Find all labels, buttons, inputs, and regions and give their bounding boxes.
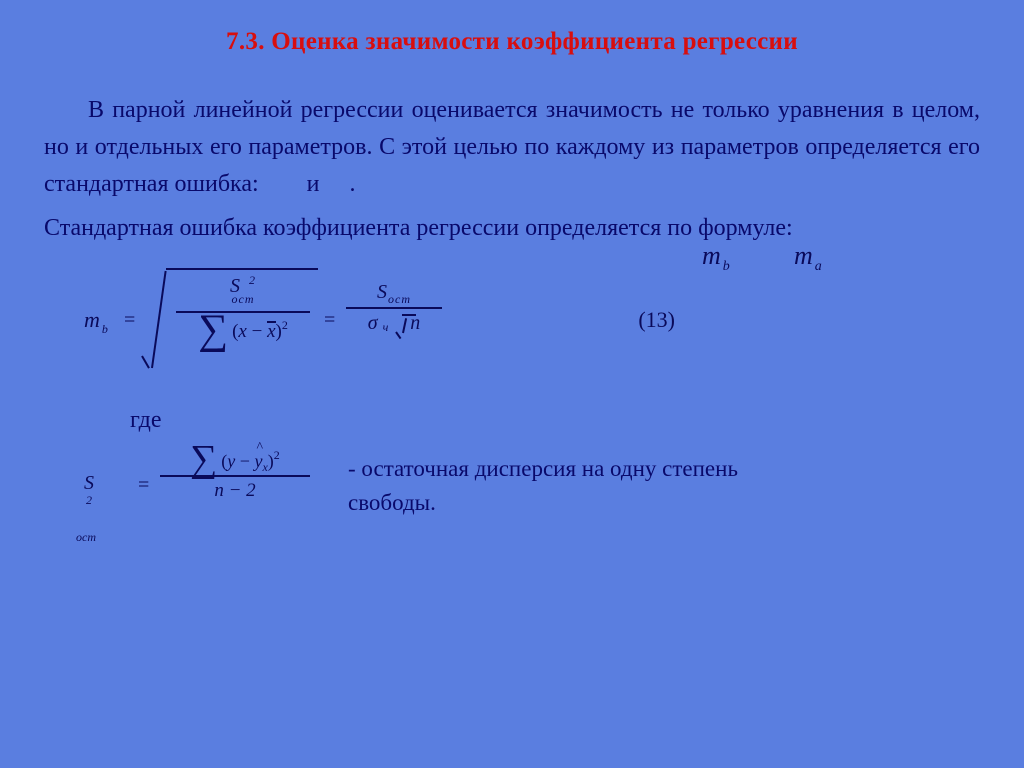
rhs-numerator: Sост [346,281,442,304]
text: 2 [86,493,92,507]
text: ост [388,292,411,306]
s2-numerator: ∑ (y − yx)2 [160,446,310,473]
fraction-bar [160,475,310,477]
slide: 7.3. Оценка значимости коэффициента регр… [0,0,1024,768]
text: S [84,472,94,494]
fraction-bar [346,307,442,309]
den-expr: (x − x)2 [232,321,288,343]
sqrt-n: n [396,312,420,335]
sigma-icon: ∑ [190,446,217,473]
text: 2 [282,318,288,332]
text: S [377,281,388,303]
rhs-denominator: σ ч n [346,312,442,335]
equals-1: = [124,309,135,332]
formula-13-lhs: mb [84,307,108,333]
text: ост [232,292,255,306]
radicand-fraction: S 2 ост ∑ (x − x)2 [176,275,310,345]
where-label: где [130,407,980,434]
s2-denominator: n − 2 [160,480,310,502]
desc-line2: свободы. [348,490,436,515]
num-expr: (y − yx)2 [221,451,279,472]
residual-variance-desc: - остаточная дисперсия на одну степень с… [348,452,738,521]
text: x [262,460,267,474]
equals-2: = [324,309,335,332]
paragraph-intro: В парной линейной регрессии оценивается … [44,92,980,204]
s2-fraction: ∑ (y − yx)2 n − 2 [160,446,310,503]
radical-diag [151,271,167,368]
radicand-numerator: S 2 ост [176,275,310,321]
radicand-denominator: ∑ (x − x)2 [176,316,310,345]
radical-tick [141,355,150,368]
sigma-small: σ [368,312,378,334]
section-title: 7.3. Оценка значимости коэффициента регр… [44,28,980,56]
s2-lhs: S 2 ост [84,472,104,541]
paragraph-stderr: Стандартная ошибка коэффициента регресси… [44,210,980,247]
equals-3: = [138,474,149,497]
formula-s2-row: S 2 ост = ∑ (y − yx)2 n − 2 - остаточная… [44,434,980,544]
desc-line1: - остаточная дисперсия на одну степень [348,456,738,481]
rhs-fraction: Sост σ ч n [346,281,442,335]
text: 2 [249,273,256,287]
sigma-icon: ∑ [198,316,228,345]
text: 2 [274,448,280,462]
equation-number: (13) [638,307,675,333]
text: b [102,322,108,336]
text: ост [76,530,96,544]
text: ч [383,320,389,334]
text: n [410,312,420,334]
text: m [84,307,100,332]
formula-13-row: mb = S 2 ост ∑ (x − x)2 [44,257,980,407]
radical-top [166,268,318,270]
